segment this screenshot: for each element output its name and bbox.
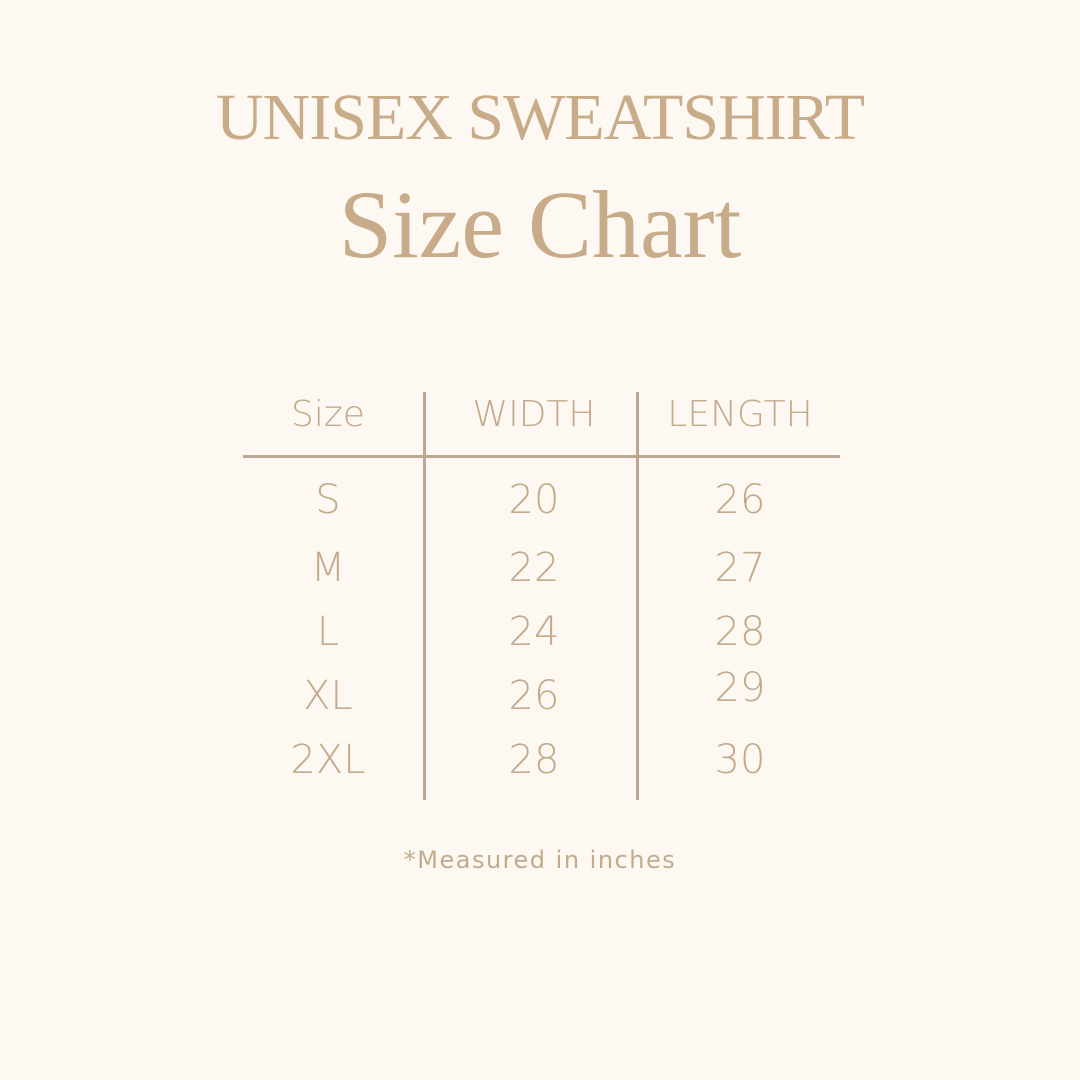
cell-size: XL: [303, 673, 353, 719]
column-divider: [636, 392, 639, 800]
header-size: Size: [291, 394, 365, 435]
footnote: *Measured in inches: [403, 846, 677, 874]
cell-width: 24: [508, 609, 560, 655]
subtitle: Size Chart: [338, 171, 742, 278]
cell-width: 20: [508, 477, 560, 523]
cell-length: 26: [714, 477, 766, 523]
cell-size: L: [316, 609, 340, 655]
cell-width: 28: [508, 737, 560, 783]
cell-width: 26: [508, 673, 560, 719]
title: UNISEX SWEATSHIRT: [215, 81, 865, 154]
column-divider: [423, 392, 426, 800]
cell-length: 28: [714, 609, 766, 655]
cell-length: 29: [714, 665, 766, 711]
header-width: WIDTH: [472, 394, 596, 435]
cell-length: 27: [714, 545, 766, 591]
cell-size: M: [310, 545, 346, 591]
cell-size: S: [315, 477, 341, 523]
header-length: LENGTH: [667, 394, 813, 435]
header-divider: [243, 455, 840, 458]
cell-width: 22: [508, 545, 560, 591]
cell-length: 30: [714, 737, 766, 783]
cell-size: 2XL: [290, 737, 366, 783]
